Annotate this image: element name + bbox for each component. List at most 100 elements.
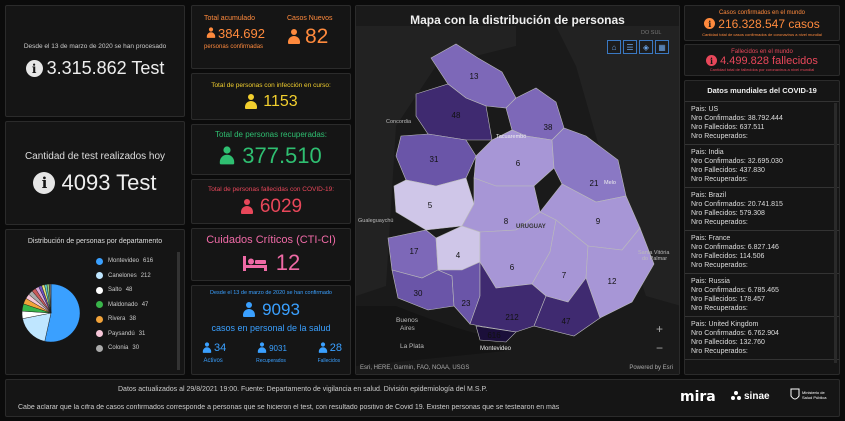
health-active-value: 34 [214, 342, 227, 354]
legend-label: Maldonado [108, 301, 138, 308]
logo-sinae: sinae [730, 390, 770, 402]
health-recovered-label: Recuperados [256, 358, 286, 364]
country-item[interactable]: Pais: Brazil Nro Confirmados: 20.741.815 N… [685, 188, 839, 231]
country-fall: Nro Fallecidos: 637.511 [691, 124, 765, 131]
deaths-row: 6029 [240, 196, 302, 218]
tests-today-panel: Cantidad de test realizados hoy i 4093 T… [5, 121, 185, 225]
country-conf: Nro Confirmados: 32.695.030 [691, 158, 783, 165]
country-fall: Nro Fallecidos: 579.308 [691, 210, 765, 217]
zoom-in-button[interactable]: + [655, 322, 663, 336]
legend-item[interactable]: Maldonado 47 [96, 298, 174, 313]
cti-row: 12 [242, 250, 300, 276]
total-sub: personas confirmadas [204, 44, 264, 50]
list-icon[interactable]: ☰ [623, 40, 637, 54]
dept-count-label: 5 [428, 201, 433, 210]
legend-item[interactable]: Canelones 212 [96, 269, 174, 284]
label-montevideo: Montevideo [480, 346, 512, 352]
cti-panel: Cuidados Críticos (CTI-CI) 12 [191, 228, 351, 281]
label-uruguay: URUGUAY [516, 224, 546, 230]
label-buenos-aires: Buenos Aires [396, 317, 419, 332]
country-item[interactable]: Pais: US Nro Confirmados: 38.792.444 Nro F… [685, 102, 839, 145]
country-item[interactable]: Pais: France Nro Confirmados: 6.827.146 Nr… [685, 231, 839, 274]
country-pais: Pais: United Kingdom [691, 321, 759, 328]
world-cases-panel: Casos confirmados en el mundo i 216.328.… [684, 5, 840, 41]
health-deaths-value: 28 [329, 342, 342, 354]
dept-count-label: 31 [430, 155, 439, 164]
map-attribution[interactable]: Esri, HERE, Garmin, FAO, NOAA, USGS [360, 365, 470, 371]
country-pais: Pais: France [691, 235, 731, 242]
country-item[interactable]: Pais: Russia Nro Confirmados: 6.785.465 Nr… [685, 274, 839, 317]
hospital-bed-icon [242, 255, 267, 271]
legend-label: Rivera [108, 316, 126, 323]
health-breakdown: 34 Activos 9031 Recuperados 28 Fallecido… [200, 340, 342, 364]
label-santa-vitoria: Santa Vitória do Palmar [638, 250, 670, 262]
country-conf: Nro Confirmados: 6.785.465 [691, 287, 779, 294]
map-powered-by[interactable]: Powered by Esri [629, 365, 673, 371]
msp-emblem-icon [790, 388, 800, 400]
zoom-controls: + − [652, 322, 667, 356]
distribution-legend: Montevideo 616 Canelones 212 Salto 48 Maldonad… [96, 254, 174, 356]
person-icon [242, 302, 256, 318]
active-panel: Total de personas con infección en curso… [191, 73, 351, 120]
legend-label: Canelones [108, 272, 137, 279]
country-pais: Pais: US [691, 106, 719, 113]
map-toolbar: ⌂ ☰ ◈ ▦ [605, 40, 669, 54]
legend-value: 212 [140, 272, 151, 279]
country-rec: Nro Recuperados: [691, 133, 748, 140]
health-staff-panel: Desde el 13 de marzo de 2020 se han conf… [191, 285, 351, 375]
zoom-out-button[interactable]: − [655, 341, 663, 355]
pie-slice[interactable] [48, 283, 52, 314]
logo-mira: mira [680, 388, 716, 406]
country-rec: Nro Recuperados: [691, 305, 748, 312]
distribution-pie[interactable] [20, 282, 82, 344]
person-icon [244, 94, 258, 110]
legend-item[interactable]: Salto 48 [96, 283, 174, 298]
active-label: Total de personas con infección en curso… [211, 82, 331, 89]
distribution-panel: Distribución de personas por departament… [5, 229, 185, 375]
dept-count-label: 38 [544, 123, 553, 132]
dept-count-label: 30 [414, 289, 423, 298]
legend-item[interactable]: Rivera 38 [96, 312, 174, 327]
legend-item[interactable]: Montevideo 616 [96, 254, 174, 269]
dept-montevideo[interactable] [475, 325, 517, 343]
person-icon [206, 27, 216, 38]
health-active-label: Activos [203, 358, 223, 364]
dept-count-label: 4 [456, 251, 461, 260]
info-icon: i [704, 18, 716, 29]
total-row: 384.692 [204, 25, 265, 41]
pie-slice[interactable] [44, 283, 81, 343]
country-item[interactable]: Pais: United Kingdom Nro Confirmados: 6.7… [685, 317, 839, 360]
basemap-icon[interactable]: ▦ [655, 40, 669, 54]
label-sul: DO SUL [641, 30, 661, 36]
legend-item[interactable]: Paysandú 31 [96, 327, 174, 342]
country-scrollbar[interactable] [834, 103, 837, 363]
legend-swatch [96, 272, 103, 280]
world-cases-sub: Cantidad total de casos confirmados de c… [702, 31, 822, 37]
uruguay-map[interactable]: 13 48 38 31 6 21 5 8 9 17 4 6 7 12 30 23 212 47 616 Concor… [356, 6, 680, 375]
footer-panel: Datos actualizados al 29/8/2021 19:00. F… [5, 379, 840, 417]
santa-vitoria-line2: do Palmar [642, 256, 667, 262]
legend-value: 30 [132, 345, 140, 352]
tests-today-value: 4093 Test [61, 169, 157, 195]
home-icon[interactable]: ⌂ [607, 40, 621, 54]
recovered-panel: Total de personas recuperadas: 377.510 [191, 124, 351, 175]
total-value: 384.692 [218, 25, 265, 41]
person-icon [219, 146, 236, 165]
map-title: Mapa con la distribución de personas [410, 13, 625, 27]
legend-item[interactable]: Colonia 30 [96, 341, 174, 356]
country-fall: Nro Fallecidos: 178.457 [691, 296, 765, 303]
tests-processed-panel: Desde el 13 de marzo de 2020 se han proc… [5, 5, 185, 117]
total-label: Total acumulado [204, 15, 255, 22]
legend-value: 48 [125, 287, 133, 294]
country-item[interactable]: Pais: India Nro Confirmados: 32.695.030 Nr… [685, 145, 839, 188]
world-deaths-sub: Cantidad total de fallecidos por coronav… [709, 66, 815, 72]
tests-today-row: i 4093 Test [33, 169, 157, 196]
dept-maldonado[interactable] [533, 277, 601, 337]
layers-icon[interactable]: ◈ [639, 40, 653, 54]
cti-value: 12 [275, 249, 301, 275]
country-conf: Nro Confirmados: 6.762.904 [691, 330, 779, 337]
legend-scrollbar[interactable] [177, 252, 180, 370]
dept-canelones[interactable] [469, 260, 547, 333]
tests-processed-value: 3.315.862 Test [46, 58, 165, 78]
person-icon [287, 29, 301, 45]
